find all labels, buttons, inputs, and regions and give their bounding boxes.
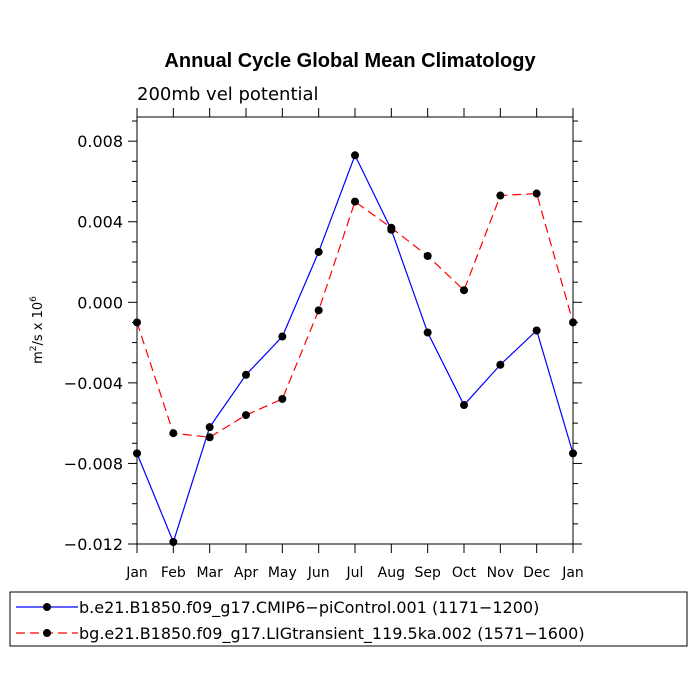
series-2-point [351, 197, 359, 206]
y-tick-label: −0.012 [64, 535, 123, 554]
plot-frame [136, 116, 574, 545]
series-2-point [423, 251, 432, 260]
legend-marker-1 [43, 603, 51, 611]
series-markers [133, 151, 577, 546]
y-axis-label: m2/s x 106 [29, 296, 46, 364]
series-1-point [242, 370, 250, 379]
axis-ticks [128, 108, 582, 553]
x-tick-label: Oct [452, 565, 477, 581]
ylabel-base: m [31, 351, 46, 364]
x-tick-label: Jul [346, 565, 364, 581]
x-tick-label: Jan [561, 565, 584, 581]
series-line-2 [136, 192, 574, 438]
y-tick-labels: −0.012 −0.008 −0.004 0.000 0.004 0.008 [64, 132, 123, 554]
series-2-point [496, 191, 505, 200]
x-tick-labels: Jan Feb Mar Apr May Jun Jul Aug Sep Oct Nov Dec Jan [125, 565, 584, 581]
x-tick-label: Dec [523, 565, 550, 581]
legend-marker-2 [43, 629, 51, 637]
x-tick-label: Apr [234, 565, 258, 581]
y-tick-label: −0.008 [64, 454, 123, 473]
series-2-point [169, 429, 178, 438]
x-tick-label: Nov [487, 565, 514, 581]
ylabel-mid: /s x 10 [31, 302, 46, 346]
x-tick-label: Aug [378, 565, 405, 581]
x-tick-label: Jan [125, 565, 148, 581]
y-tick-label: 0.008 [77, 132, 123, 151]
legend-box [9, 591, 688, 647]
series-2-point [532, 189, 541, 198]
y-tick-label: 0.000 [77, 293, 123, 312]
series-1-point [423, 328, 432, 337]
y-tick-label: −0.004 [64, 374, 123, 393]
series-1-point [496, 360, 505, 369]
series-2-point [278, 394, 287, 403]
series-1-point [278, 332, 287, 341]
ylabel-sup2: 6 [29, 296, 39, 302]
series-lines [136, 153, 574, 544]
legend: b.e21.B1850.f09_g17.CMIP6−piControl.001 … [9, 591, 688, 647]
series-2-point [460, 286, 468, 295]
legend-label-2: bg.e21.B1850.f09_g17.LIGtransient_119.5k… [79, 624, 585, 644]
x-tick-label: Feb [161, 565, 186, 581]
series-1-point [314, 247, 323, 256]
legend-items: b.e21.B1850.f09_g17.CMIP6−piControl.001 … [16, 598, 585, 644]
series-1-point [460, 401, 468, 410]
series-line-1 [136, 153, 574, 544]
chart-title: Annual Cycle Global Mean Climatology [164, 50, 536, 72]
series-2-point [387, 223, 396, 232]
series-1-point [205, 423, 214, 432]
series-2-point [205, 433, 214, 442]
series-1-point [169, 537, 178, 546]
series-1-point [532, 326, 541, 335]
x-tick-label: May [268, 565, 297, 581]
y-tick-label: 0.004 [77, 213, 123, 232]
chart-subtitle: 200mb vel potential [137, 84, 319, 105]
series-2-point [242, 411, 250, 420]
x-tick-label: Mar [196, 565, 223, 581]
ylabel-sup1: 2 [29, 345, 39, 351]
legend-label-1: b.e21.B1850.f09_g17.CMIP6−piControl.001 … [79, 598, 539, 618]
series-2-point [314, 306, 323, 315]
series-1-point [351, 151, 359, 160]
x-tick-label: Jun [307, 565, 330, 581]
x-tick-label: Sep [414, 565, 441, 581]
